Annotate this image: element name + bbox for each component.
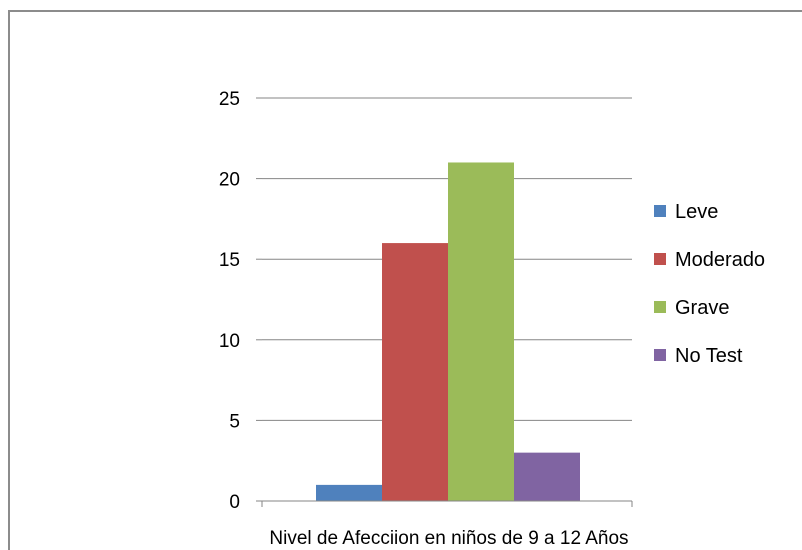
legend: Leve Moderado Grave No Test xyxy=(654,201,765,367)
bar-moderado xyxy=(382,243,448,501)
y-tick-label: 10 xyxy=(219,331,240,352)
x-axis-label: Nivel de Afecciion en niños de 9 a 12 Añ… xyxy=(269,528,628,546)
bar-grave xyxy=(448,162,514,502)
bar-no-test xyxy=(514,452,580,501)
legend-swatch xyxy=(654,253,666,265)
y-axis-ticks: 0 5 10 15 20 25 xyxy=(219,89,633,513)
y-tick-label: 5 xyxy=(229,411,240,432)
legend-label: Grave xyxy=(675,297,729,319)
legend-label: Leve xyxy=(675,201,718,223)
legend-swatch xyxy=(654,349,666,361)
bars xyxy=(316,162,580,502)
bar-leve xyxy=(316,484,382,501)
legend-swatch xyxy=(654,301,666,313)
legend-swatch xyxy=(654,205,666,217)
legend-label: No Test xyxy=(675,345,743,367)
y-tick-label: 20 xyxy=(219,170,240,191)
y-tick-label: 0 xyxy=(229,492,240,513)
y-tick-label: 25 xyxy=(219,89,240,110)
legend-label: Moderado xyxy=(675,249,765,271)
y-tick-label: 15 xyxy=(219,250,240,271)
